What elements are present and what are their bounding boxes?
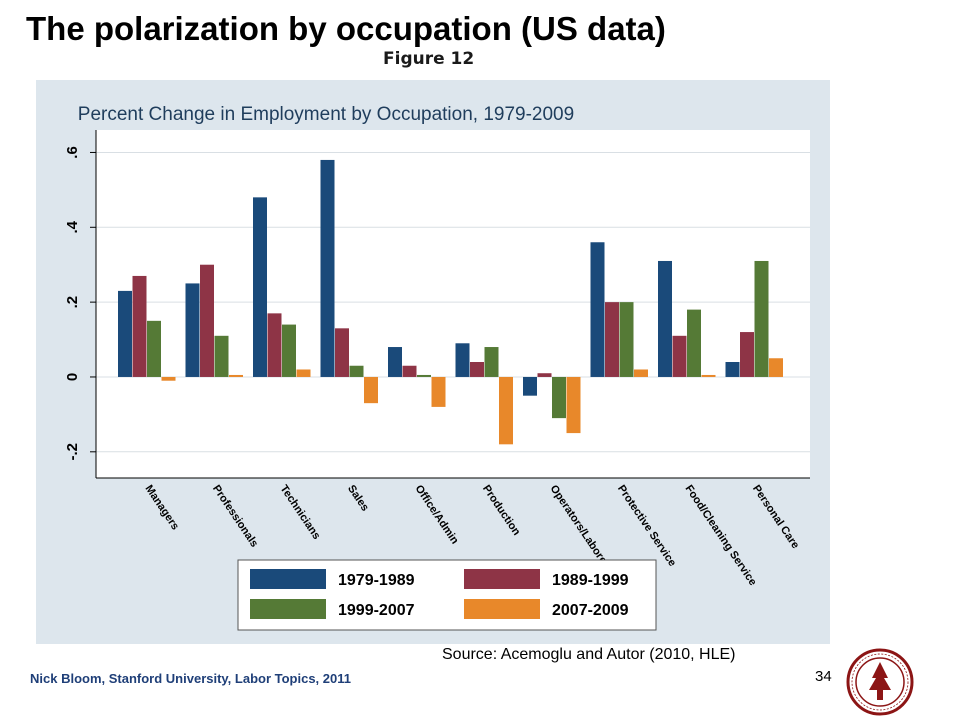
bar-2007-2009: [229, 374, 243, 377]
bar-1999-2007: [552, 376, 566, 419]
bar-chart: Percent Change in Employment by Occupati…: [36, 80, 830, 644]
bar-1979-1989: [320, 159, 335, 377]
bar-1979-1989: [590, 242, 605, 377]
bar-1989-1999: [537, 373, 552, 377]
y-tick-label: 0: [64, 373, 81, 381]
bars: [118, 159, 783, 445]
slide-title: The polarization by occupation (US data): [26, 10, 666, 47]
bar-1999-2007: [147, 320, 161, 377]
bar-1979-1989: [658, 260, 672, 377]
bar-1979-1989: [388, 347, 402, 377]
bar-1979-1989: [455, 343, 470, 377]
y-tick-label: .2: [64, 296, 81, 309]
bar-1999-2007: [214, 335, 229, 377]
bar-2007-2009: [296, 369, 311, 377]
chart-title: Percent Change in Employment by Occupati…: [78, 104, 574, 125]
bar-1999-2007: [687, 309, 701, 377]
legend-swatch: [464, 599, 540, 619]
legend-label: 1989-1999: [552, 572, 629, 589]
y-tick-label: -.2: [64, 443, 81, 461]
bar-2007-2009: [701, 374, 716, 377]
bar-2007-2009: [634, 369, 648, 377]
bar-1999-2007: [282, 324, 296, 377]
bar-1979-1989: [725, 362, 740, 377]
bar-1999-2007: [484, 347, 499, 377]
chart-panel: Percent Change in Employment by Occupati…: [36, 80, 830, 644]
bar-1989-1999: [470, 362, 484, 377]
bar-1979-1989: [118, 290, 132, 377]
bar-1979-1989: [253, 197, 267, 377]
bar-2007-2009: [364, 376, 378, 404]
legend-label: 1999-2007: [338, 602, 415, 619]
source-note: Source: Acemoglu and Autor (2010, HLE): [442, 646, 736, 663]
bar-1989-1999: [672, 335, 687, 377]
bar-1989-1999: [605, 302, 619, 377]
plot-area: [96, 130, 810, 478]
legend-label: 1979-1989: [338, 572, 415, 589]
bar-1999-2007: [619, 302, 634, 377]
bar-1989-1999: [740, 332, 754, 377]
bar-1989-1999: [267, 313, 282, 377]
bar-1979-1989: [523, 376, 537, 396]
bar-1979-1989: [185, 283, 200, 377]
legend-swatch: [250, 569, 326, 589]
bar-2007-2009: [499, 376, 513, 445]
y-tick-label: .4: [64, 220, 81, 233]
figure-label: Figure 12: [383, 49, 475, 69]
footer-text: Nick Bloom, Stanford University, Labor T…: [30, 671, 351, 686]
bar-1999-2007: [754, 260, 769, 377]
y-axis: -.2 0 .2 .4 .6: [64, 130, 810, 479]
bar-1989-1999: [335, 328, 349, 377]
bar-2007-2009: [431, 376, 446, 407]
bar-2007-2009: [769, 358, 783, 377]
legend-label: 2007-2009: [552, 602, 629, 619]
bar-1989-1999: [200, 264, 214, 377]
y-tick-label: .6: [64, 146, 81, 159]
bar-1999-2007: [417, 374, 431, 377]
page-number: 34: [815, 668, 832, 685]
legend: 1979-1989 1989-1999 1999-2007 2007-2009: [237, 559, 657, 631]
bar-1999-2007: [349, 365, 364, 377]
legend-swatch: [250, 599, 326, 619]
bar-2007-2009: [161, 376, 176, 381]
bar-2007-2009: [566, 376, 581, 434]
bar-1989-1999: [132, 275, 147, 377]
stanford-seal-logo: [846, 648, 914, 716]
legend-swatch: [464, 569, 540, 589]
bar-1989-1999: [402, 365, 417, 377]
